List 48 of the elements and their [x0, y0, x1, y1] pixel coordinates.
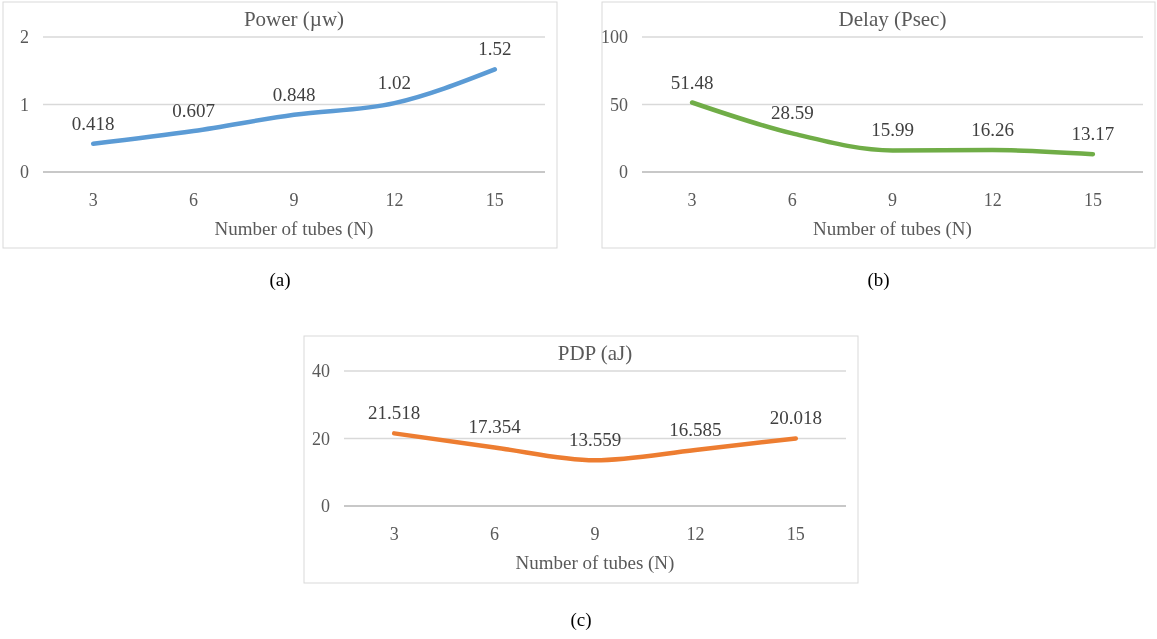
- data-label: 13.17: [1071, 123, 1115, 145]
- x-tick-label: 15: [485, 190, 504, 210]
- data-label: 0.848: [272, 83, 316, 105]
- x-axis-title: Number of tubes (N): [813, 218, 972, 240]
- data-label: 0.418: [71, 112, 115, 134]
- data-label: 21.518: [368, 402, 421, 424]
- x-tick-label: 3: [389, 524, 399, 544]
- x-tick-label: 12: [385, 190, 404, 210]
- x-tick-label: 15: [1083, 190, 1102, 210]
- x-tick-label: 3: [687, 190, 697, 210]
- text: (a): [269, 269, 291, 291]
- x-tick-label: 6: [189, 190, 199, 210]
- y-tick-label: 20: [312, 428, 330, 449]
- data-label: 17.354: [468, 416, 522, 438]
- y-tick-label: 1: [20, 94, 29, 115]
- y-tick-label: 0: [619, 162, 628, 182]
- x-tick-label: 12: [686, 524, 705, 544]
- x-tick-label: 12: [983, 190, 1002, 210]
- text: (b): [867, 269, 890, 291]
- x-tick-label: 15: [786, 524, 805, 544]
- data-label: 13.559: [568, 429, 622, 451]
- data-label: 1.02: [377, 72, 412, 94]
- x-tick-label: 6: [787, 190, 797, 210]
- chart-title: Power (µw): [243, 7, 345, 31]
- y-tick-label: 2: [20, 27, 29, 47]
- x-tick-label: 9: [289, 190, 299, 210]
- y-tick-label: 40: [312, 361, 330, 381]
- text: (c): [570, 609, 592, 631]
- data-label: 0.607: [172, 100, 215, 122]
- chart-title: PDP (aJ): [557, 341, 633, 365]
- data-label: 20.018: [769, 407, 822, 429]
- data-label: 15.99: [871, 119, 914, 141]
- y-tick-label: 50: [610, 94, 628, 115]
- x-tick-label: 6: [490, 524, 500, 544]
- x-tick-label: 9: [888, 190, 897, 210]
- data-label: 1.52: [478, 38, 512, 60]
- chart-title: Delay (Psec): [838, 7, 947, 31]
- y-tick-label: 0: [321, 496, 330, 516]
- data-label: 16.585: [669, 419, 722, 441]
- x-axis-title: Number of tubes (N): [515, 552, 675, 574]
- x-tick-label: 9: [590, 524, 600, 544]
- x-tick-label: 3: [88, 190, 98, 210]
- x-axis-title: Number of tubes (N): [214, 218, 374, 240]
- y-tick-label: 100: [601, 27, 628, 47]
- y-tick-label: 0: [20, 162, 29, 182]
- data-label: 51.48: [670, 71, 714, 93]
- data-label: 28.59: [770, 102, 814, 124]
- data-label: 16.26: [971, 119, 1015, 141]
